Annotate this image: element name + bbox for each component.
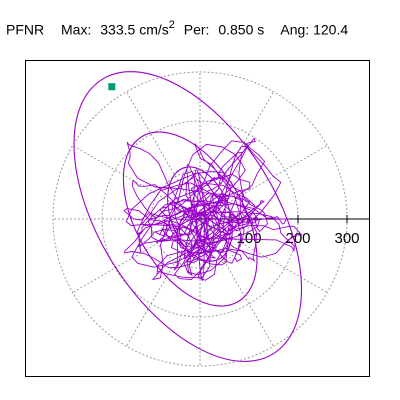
orbit-spike-4 (170, 201, 206, 220)
orbit-spike-3 (190, 193, 224, 220)
orbit-spike-6 (195, 216, 205, 281)
orbit-spike-7 (193, 169, 207, 220)
component-label: PFNR (6, 21, 45, 38)
orbit-loop-outer (73, 71, 303, 362)
orbit-start-marker (108, 83, 116, 91)
max-label: Max: (61, 21, 92, 38)
ang-label: Ang: (280, 21, 310, 38)
orbit-spike-1 (184, 216, 208, 260)
per-unit: s (257, 21, 265, 38)
orbit-trace (73, 71, 303, 362)
orbit-loop-inner (122, 131, 258, 307)
max-value: 333.5 (100, 21, 136, 38)
per-label: Per: (183, 21, 210, 38)
max-unit-exponent: 2 (168, 19, 175, 31)
orbit-plot: 100 200 300 (25, 60, 370, 377)
ang-value: 120.4 (313, 21, 349, 38)
tick-label-300: 300 (334, 230, 359, 247)
orbit-spike-0 (186, 164, 207, 220)
grid-spoke-60 (199, 91, 274, 220)
max-unit: cm/s (139, 21, 169, 38)
orbit-loop-small (167, 166, 233, 262)
tick-label-200: 200 (285, 230, 310, 247)
per-value: 0.850 (218, 21, 254, 38)
grid-spoke-210 (72, 218, 201, 293)
grid-spoke-300 (199, 218, 274, 347)
orbit-spike-5 (195, 216, 230, 236)
chart-header: PFNR Max: 333.5 cm/s2 Per: 0.850 s Ang: … (6, 19, 349, 38)
grid-spoke-150 (72, 145, 201, 220)
orbit-chart-svg: 100 200 300 (52, 71, 369, 367)
